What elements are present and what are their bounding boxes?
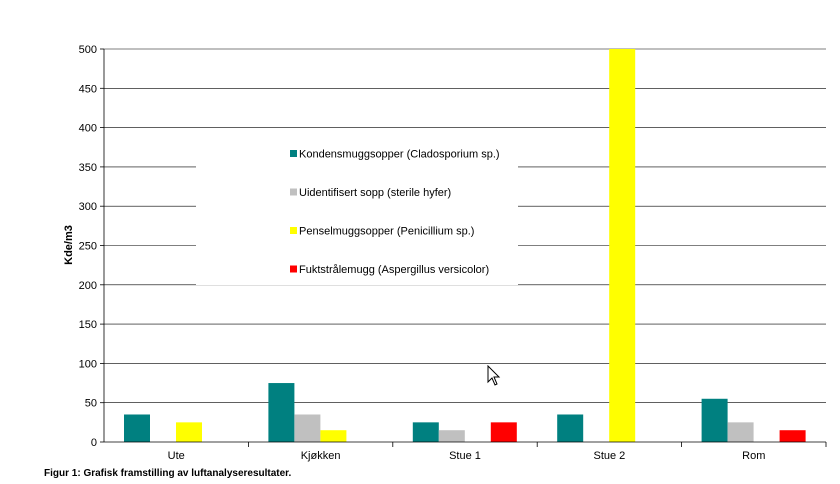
y-axis-label: Kde/m3 [63,225,75,265]
y-tick-label: 200 [79,280,97,292]
bar [490,422,517,442]
y-tick-label: 350 [79,162,97,174]
legend-label: Uidentifisert sopp (sterile hyfer) [299,187,451,199]
legend-label: Fuktstrålemugg (Aspergillus versicolor) [299,264,489,276]
bars [124,49,806,442]
y-tick-label: 500 [79,44,97,56]
bar [412,422,439,442]
bar [727,422,754,442]
bar [124,414,150,442]
bar [176,422,202,442]
bar [294,414,321,442]
y-tick-label: 400 [79,123,97,135]
y-tick-label: 300 [79,201,97,213]
legend: Kondensmuggsopper (Cladosporium sp.) Uide… [290,149,500,276]
y-tick-label: 50 [85,398,97,410]
y-tick-label: 450 [79,83,97,95]
figure-caption: Figur 1: Grafisk framstilling av luftana… [44,468,292,479]
legend-box [196,135,518,285]
legend-label: Penselmuggsopper (Penicillium sp.) [299,226,474,238]
bar [320,430,347,442]
x-tick-label: Stue 1 [449,450,481,462]
legend-background [196,135,518,285]
bar [557,414,584,442]
legend-swatch [290,150,297,157]
legend-swatch [290,265,297,273]
y-tick-label: 150 [79,319,97,331]
bar [779,430,806,442]
x-tick-label: Rom [742,450,765,462]
bar [609,49,636,442]
x-tick-label: Stue 2 [593,450,625,462]
bar [268,383,295,442]
legend-swatch [290,227,297,234]
legend-swatch [290,188,297,196]
bar-chart: 0 50 100 150 200 250 300 350 400 450 500 Ute Kjøkken… [63,44,827,462]
y-tick-label: 0 [91,437,97,449]
bar [438,430,465,442]
legend-label: Kondensmuggsopper (Cladosporium sp.) [299,149,500,161]
bar [701,398,728,442]
mouse-pointer-icon [487,365,501,386]
x-tick-label: Ute [168,450,185,462]
x-tick-label: Kjøkken [301,450,341,462]
y-tick-label: 100 [79,358,97,370]
axes: 0 50 100 150 200 250 300 350 400 450 500 Ute Kjøkken… [79,44,827,462]
y-tick-label: 250 [79,241,97,253]
